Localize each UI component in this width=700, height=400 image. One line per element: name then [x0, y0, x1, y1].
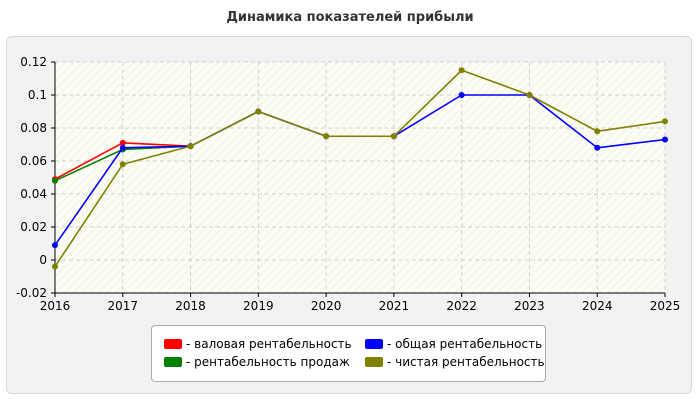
y-tick-label: 0.08 [20, 121, 47, 135]
data-point-3 [255, 108, 262, 115]
legend-swatch-total [365, 339, 383, 349]
legend-item-sales: - рентабельность продаж [164, 354, 350, 370]
data-point-2 [662, 136, 668, 143]
legend-swatch-net [365, 357, 383, 367]
data-point-0 [119, 139, 126, 146]
data-point-3 [662, 118, 668, 125]
chart-legend: - валовая рентабельность - общая рентабе… [151, 325, 546, 382]
legend-label-total: - общая рентабельность [387, 337, 543, 351]
legend-item-net: - чистая рентабельность [365, 354, 545, 370]
data-point-3 [594, 128, 601, 135]
data-point-3 [458, 67, 465, 74]
x-tick-label: 2017 [108, 299, 139, 313]
x-tick-label: 2016 [40, 299, 71, 313]
data-point-3 [390, 133, 397, 140]
y-tick-label: -0.02 [16, 286, 47, 300]
y-tick-label: 0.02 [20, 220, 47, 234]
series-line-3 [54, 69, 666, 268]
data-point-3 [187, 143, 194, 150]
y-tick-label: 0.06 [20, 154, 47, 168]
legend-item-gross: - валовая рентабельность [164, 336, 352, 352]
x-tick-label: 2020 [311, 299, 342, 313]
data-point-2 [594, 144, 601, 151]
legend-item-total: - общая рентабельность [365, 336, 542, 352]
plot-background [55, 62, 665, 293]
y-tick-label: 0.04 [20, 187, 47, 201]
x-tick-label: 2018 [175, 299, 206, 313]
legend-swatch-gross [164, 339, 182, 349]
legend-label-sales: - рентабельность продаж [186, 355, 350, 369]
x-tick-label: 2019 [243, 299, 274, 313]
x-tick-label: 2022 [446, 299, 477, 313]
x-tick-label: 2021 [379, 299, 410, 313]
x-tick-label: 2023 [514, 299, 545, 313]
data-point-3 [52, 263, 58, 270]
data-point-3 [119, 161, 126, 168]
data-point-2 [458, 92, 465, 98]
chart-title: Динамика показателей прибыли [226, 10, 474, 25]
data-point-3 [323, 133, 330, 140]
y-tick-label: 0.1 [28, 88, 47, 102]
legend-label-gross: - валовая рентабельность [186, 337, 352, 351]
data-point-3 [526, 92, 533, 98]
y-tick-label: 0.12 [20, 55, 47, 69]
legend-swatch-sales [164, 357, 182, 367]
data-point-2 [119, 144, 126, 151]
y-tick-label: 0 [39, 253, 47, 267]
data-point-2 [52, 242, 58, 249]
data-point-1 [52, 177, 58, 184]
x-tick-label: 2025 [650, 299, 681, 313]
x-tick-label: 2024 [582, 299, 613, 313]
legend-label-net: - чистая рентабельность [387, 355, 545, 369]
